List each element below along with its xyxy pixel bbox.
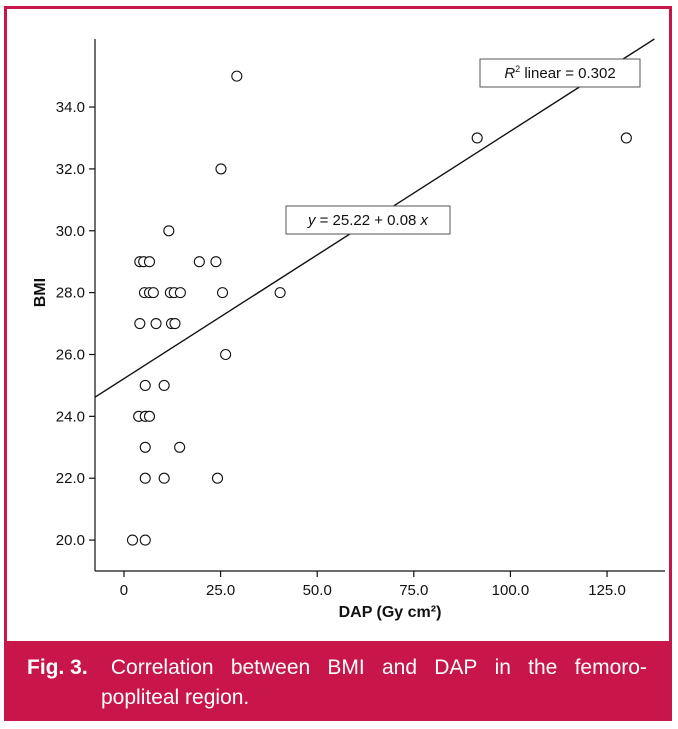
data-point (158, 379, 170, 391)
data-point (215, 163, 227, 175)
regression-equation-label-text: y = 25.22 + 0.08 x (307, 212, 429, 229)
y-tick-label: 32.0 (56, 161, 85, 178)
data-point (139, 441, 151, 453)
x-tick-label: 125.0 (588, 582, 626, 599)
r-squared-label: R2 linear = 0.302 (479, 58, 641, 88)
caption-word: DAP (434, 656, 478, 679)
caption-word: in (494, 656, 511, 679)
x-tick-label: 25.0 (206, 582, 235, 599)
caption-line-1: Fig. 3. Correlation between BMI and DAP in the… (27, 653, 647, 683)
caption-word: femoro- (574, 656, 647, 679)
equation-y: y (307, 212, 317, 229)
caption-word: and (381, 656, 418, 679)
equation-x: x (420, 212, 429, 229)
caption-line-2: popliteal region. (101, 686, 250, 709)
data-point (126, 534, 139, 546)
r-squared-label-text: R2 linear = 0.302 (504, 64, 615, 82)
figure-frame: 20.0 22.0 24.0 26.0 28.0 30.0 32.0 34.0 0 25.0 50.… (4, 6, 672, 721)
data-point (150, 318, 162, 330)
data-point (139, 472, 151, 484)
regression-equation-label-box (285, 205, 451, 235)
data-point (216, 287, 229, 299)
regression-equation-label: y = 25.22 + 0.08 x (285, 205, 451, 235)
data-point (143, 410, 156, 422)
x-tick-label: 75.0 (399, 582, 428, 599)
caption-word: Correlation (110, 656, 214, 679)
data-point (274, 287, 286, 299)
data-point (193, 256, 205, 268)
r-squared-label-box (479, 58, 641, 88)
caption-word: between (230, 656, 311, 679)
data-point (210, 256, 222, 268)
y-tick-label: 34.0 (56, 99, 85, 116)
x-tick-label: 0 (120, 582, 128, 599)
y-tick-label: 28.0 (56, 285, 85, 302)
data-point (220, 348, 232, 361)
x-axis-label: DAP (Gy cm²) (339, 604, 442, 621)
data-point (158, 472, 170, 484)
r2-variable: R (504, 65, 515, 82)
data-point (211, 472, 224, 484)
r2-value: linear = 0.302 (520, 65, 616, 82)
figure-label: Fig. 3. (27, 656, 88, 679)
data-point (139, 379, 151, 391)
y-tick-label: 22.0 (56, 470, 85, 487)
y-axis-label: BMI (32, 278, 49, 307)
data-point (174, 287, 186, 299)
data-point (139, 534, 151, 546)
data-point (620, 132, 632, 144)
data-point (169, 318, 181, 330)
data-point (231, 70, 243, 82)
equation-coefficients: = 25.22 + 0.08 (315, 212, 420, 229)
figure-caption: Fig. 3. Correlation between BMI and DAP in the… (7, 641, 669, 718)
y-tick-label: 26.0 (56, 346, 85, 363)
x-tick-label: 50.0 (303, 582, 332, 599)
data-point (174, 441, 186, 453)
caption-word: BMI (327, 656, 365, 679)
data-point (147, 287, 159, 299)
x-tick-label: 100.0 (492, 582, 530, 599)
caption-word: the (528, 656, 558, 679)
y-tick-label: 24.0 (56, 408, 85, 425)
data-point (143, 256, 156, 268)
data-point (134, 318, 146, 330)
y-tick-label: 30.0 (56, 223, 85, 240)
data-point (471, 132, 483, 144)
r2-superscript: 2 (515, 64, 520, 74)
data-point (163, 225, 175, 237)
y-tick-label: 20.0 (56, 532, 85, 549)
scatter-chart: 20.0 22.0 24.0 26.0 28.0 30.0 32.0 34.0 0 25.0 50.… (32, 38, 665, 621)
